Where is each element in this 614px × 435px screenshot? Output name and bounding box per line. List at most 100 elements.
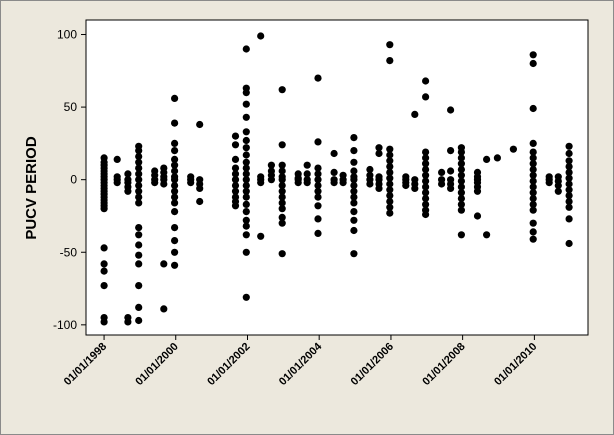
- data-point: [386, 157, 394, 165]
- data-point: [278, 181, 286, 190]
- data-point: [529, 235, 537, 243]
- data-point: [565, 215, 573, 223]
- data-point: [350, 167, 358, 175]
- data-point: [242, 216, 250, 224]
- data-point: [171, 161, 179, 169]
- data-point: [231, 181, 240, 190]
- data-point: [160, 260, 168, 268]
- data-point: [135, 260, 143, 268]
- data-point: [278, 187, 286, 195]
- data-point: [242, 248, 250, 256]
- data-point: [529, 51, 537, 59]
- data-point: [565, 168, 573, 176]
- y-tick-label: -100: [53, 318, 77, 332]
- data-point: [135, 181, 143, 190]
- data-point: [330, 168, 338, 176]
- data-point: [242, 136, 250, 145]
- data-point: [457, 148, 465, 156]
- data-point: [330, 179, 338, 187]
- data-point: [135, 152, 143, 161]
- x-tick-label: 01/01/2010: [492, 341, 539, 388]
- data-point: [196, 197, 204, 206]
- data-point: [350, 226, 358, 235]
- data-point: [242, 176, 250, 184]
- data-point: [386, 41, 394, 49]
- data-point: [339, 179, 347, 187]
- data-point: [113, 179, 121, 187]
- data-point: [242, 200, 250, 208]
- data-point: [242, 100, 250, 108]
- data-point: [386, 145, 394, 153]
- data-point: [366, 165, 374, 174]
- data-point: [457, 189, 465, 197]
- data-point: [278, 193, 286, 201]
- data-point: [314, 74, 322, 82]
- data-point: [529, 165, 537, 174]
- data-point: [565, 203, 573, 211]
- data-point: [565, 192, 573, 200]
- data-point: [350, 158, 358, 166]
- data-point: [124, 170, 132, 178]
- data-point: [438, 168, 446, 176]
- data-point: [422, 148, 430, 156]
- data-point: [135, 282, 143, 290]
- data-point: [457, 177, 465, 185]
- y-axis: 100 50 0 -50 -100: [53, 28, 86, 332]
- data-point: [314, 193, 322, 201]
- data-point: [231, 164, 240, 172]
- data-point: [529, 59, 537, 68]
- data-point: [171, 139, 179, 147]
- data-point: [135, 199, 143, 207]
- data-point: [447, 147, 455, 155]
- data-point: [350, 187, 358, 195]
- x-tick-label: 01/01/2004: [277, 340, 325, 388]
- data-point: [278, 199, 286, 207]
- data-point: [330, 149, 338, 158]
- data-point: [386, 57, 394, 65]
- data-point: [350, 147, 358, 155]
- y-tick-label: 50: [64, 100, 78, 114]
- data-point: [565, 142, 573, 150]
- data-point: [565, 149, 573, 158]
- data-point: [231, 141, 240, 149]
- data-point: [447, 184, 455, 192]
- data-point: [100, 260, 108, 268]
- data-point: [135, 187, 143, 195]
- data-point: [457, 154, 465, 162]
- data-point: [196, 184, 204, 192]
- data-point: [457, 194, 465, 203]
- data-point: [242, 293, 250, 301]
- data-point: [100, 244, 108, 252]
- data-point: [422, 200, 430, 208]
- data-point: [386, 180, 394, 188]
- data-point: [350, 176, 358, 184]
- data-point: [231, 176, 240, 184]
- data-point: [457, 171, 465, 179]
- data-point: [278, 141, 286, 149]
- data-point: [473, 187, 482, 195]
- data-point: [278, 213, 286, 221]
- data-point: [422, 154, 430, 162]
- data-point: [314, 176, 322, 184]
- data-point: [350, 199, 358, 207]
- x-tick-label: 01/01/1998: [62, 341, 109, 388]
- data-point: [294, 179, 302, 187]
- data-point: [386, 209, 394, 217]
- plot-area: [85, 19, 589, 336]
- data-point: [135, 224, 143, 232]
- data-point: [171, 208, 179, 216]
- data-point: [267, 176, 275, 184]
- data-point: [386, 174, 394, 182]
- data-point: [242, 45, 250, 53]
- data-point: [565, 157, 573, 165]
- data-point: [100, 282, 108, 290]
- data-point: [135, 241, 143, 249]
- data-point: [314, 229, 322, 237]
- x-tick-label: 01/01/2002: [205, 341, 252, 388]
- data-point: [375, 184, 383, 192]
- data-point: [529, 148, 537, 156]
- data-point: [422, 189, 430, 197]
- data-point: [135, 164, 143, 172]
- data-point: [278, 205, 286, 213]
- data-point: [457, 165, 465, 174]
